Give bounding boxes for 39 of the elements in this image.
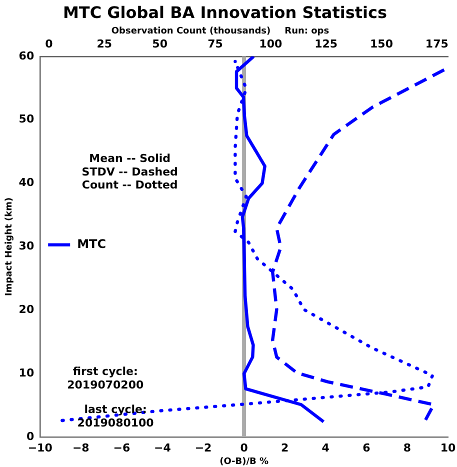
x-tick-label: 4 xyxy=(322,441,330,454)
y-tick-label: 60 xyxy=(18,49,34,62)
x-axis-title: (O-B)/B % xyxy=(220,456,269,467)
x2-tick-label: 175 xyxy=(425,38,448,51)
y-tick-label: 20 xyxy=(18,302,34,316)
x2-tick-label: 75 xyxy=(208,38,223,51)
x-tick-label: 10 xyxy=(440,441,456,454)
x-tick-label: −6 xyxy=(113,441,130,454)
x-tick-label: −8 xyxy=(72,441,90,454)
y-tick-label: 0 xyxy=(26,430,34,443)
x2-tick-label: 50 xyxy=(152,38,168,51)
x2-tick-label: 125 xyxy=(314,38,338,51)
annotation: Count -- Dotted xyxy=(82,178,178,192)
x2-axis-title: Observation Count (thousands) xyxy=(111,26,271,37)
x2-tick-label: 150 xyxy=(370,38,394,51)
x-tick-label: −10 xyxy=(28,441,53,454)
annotation: 2019070200 xyxy=(67,378,144,392)
annotation: STDV -- Dashed xyxy=(82,165,178,178)
y-tick-label: 50 xyxy=(18,112,34,126)
x-tick-label: −2 xyxy=(194,441,212,454)
legend-label: MTC xyxy=(77,236,106,251)
text: Run: ops xyxy=(284,26,330,37)
x-tick-label: 2 xyxy=(281,441,289,454)
x2-tick-label: 100 xyxy=(259,38,282,51)
annotation: Mean -- Solid xyxy=(89,152,171,166)
x2-tick-label: 25 xyxy=(96,38,112,51)
y-tick-label: 40 xyxy=(18,176,34,190)
x-tick-label: 0 xyxy=(240,441,248,454)
annotation: first cycle: xyxy=(72,365,138,378)
y-tick-label: 10 xyxy=(18,366,34,380)
x-tick-label: 6 xyxy=(362,441,371,454)
x-tick-label: −4 xyxy=(154,441,172,454)
y-axis-title: Impact Height (km) xyxy=(4,197,15,296)
y-tick-label: 30 xyxy=(18,240,34,253)
x-tick-label: 8 xyxy=(403,441,412,454)
x2-tick-label: 0 xyxy=(45,38,54,51)
annotation: 2019080100 xyxy=(77,416,154,430)
chart-title: MTC Global BA Innovation Statistics xyxy=(62,2,388,22)
annotation: last cycle: xyxy=(84,403,147,416)
